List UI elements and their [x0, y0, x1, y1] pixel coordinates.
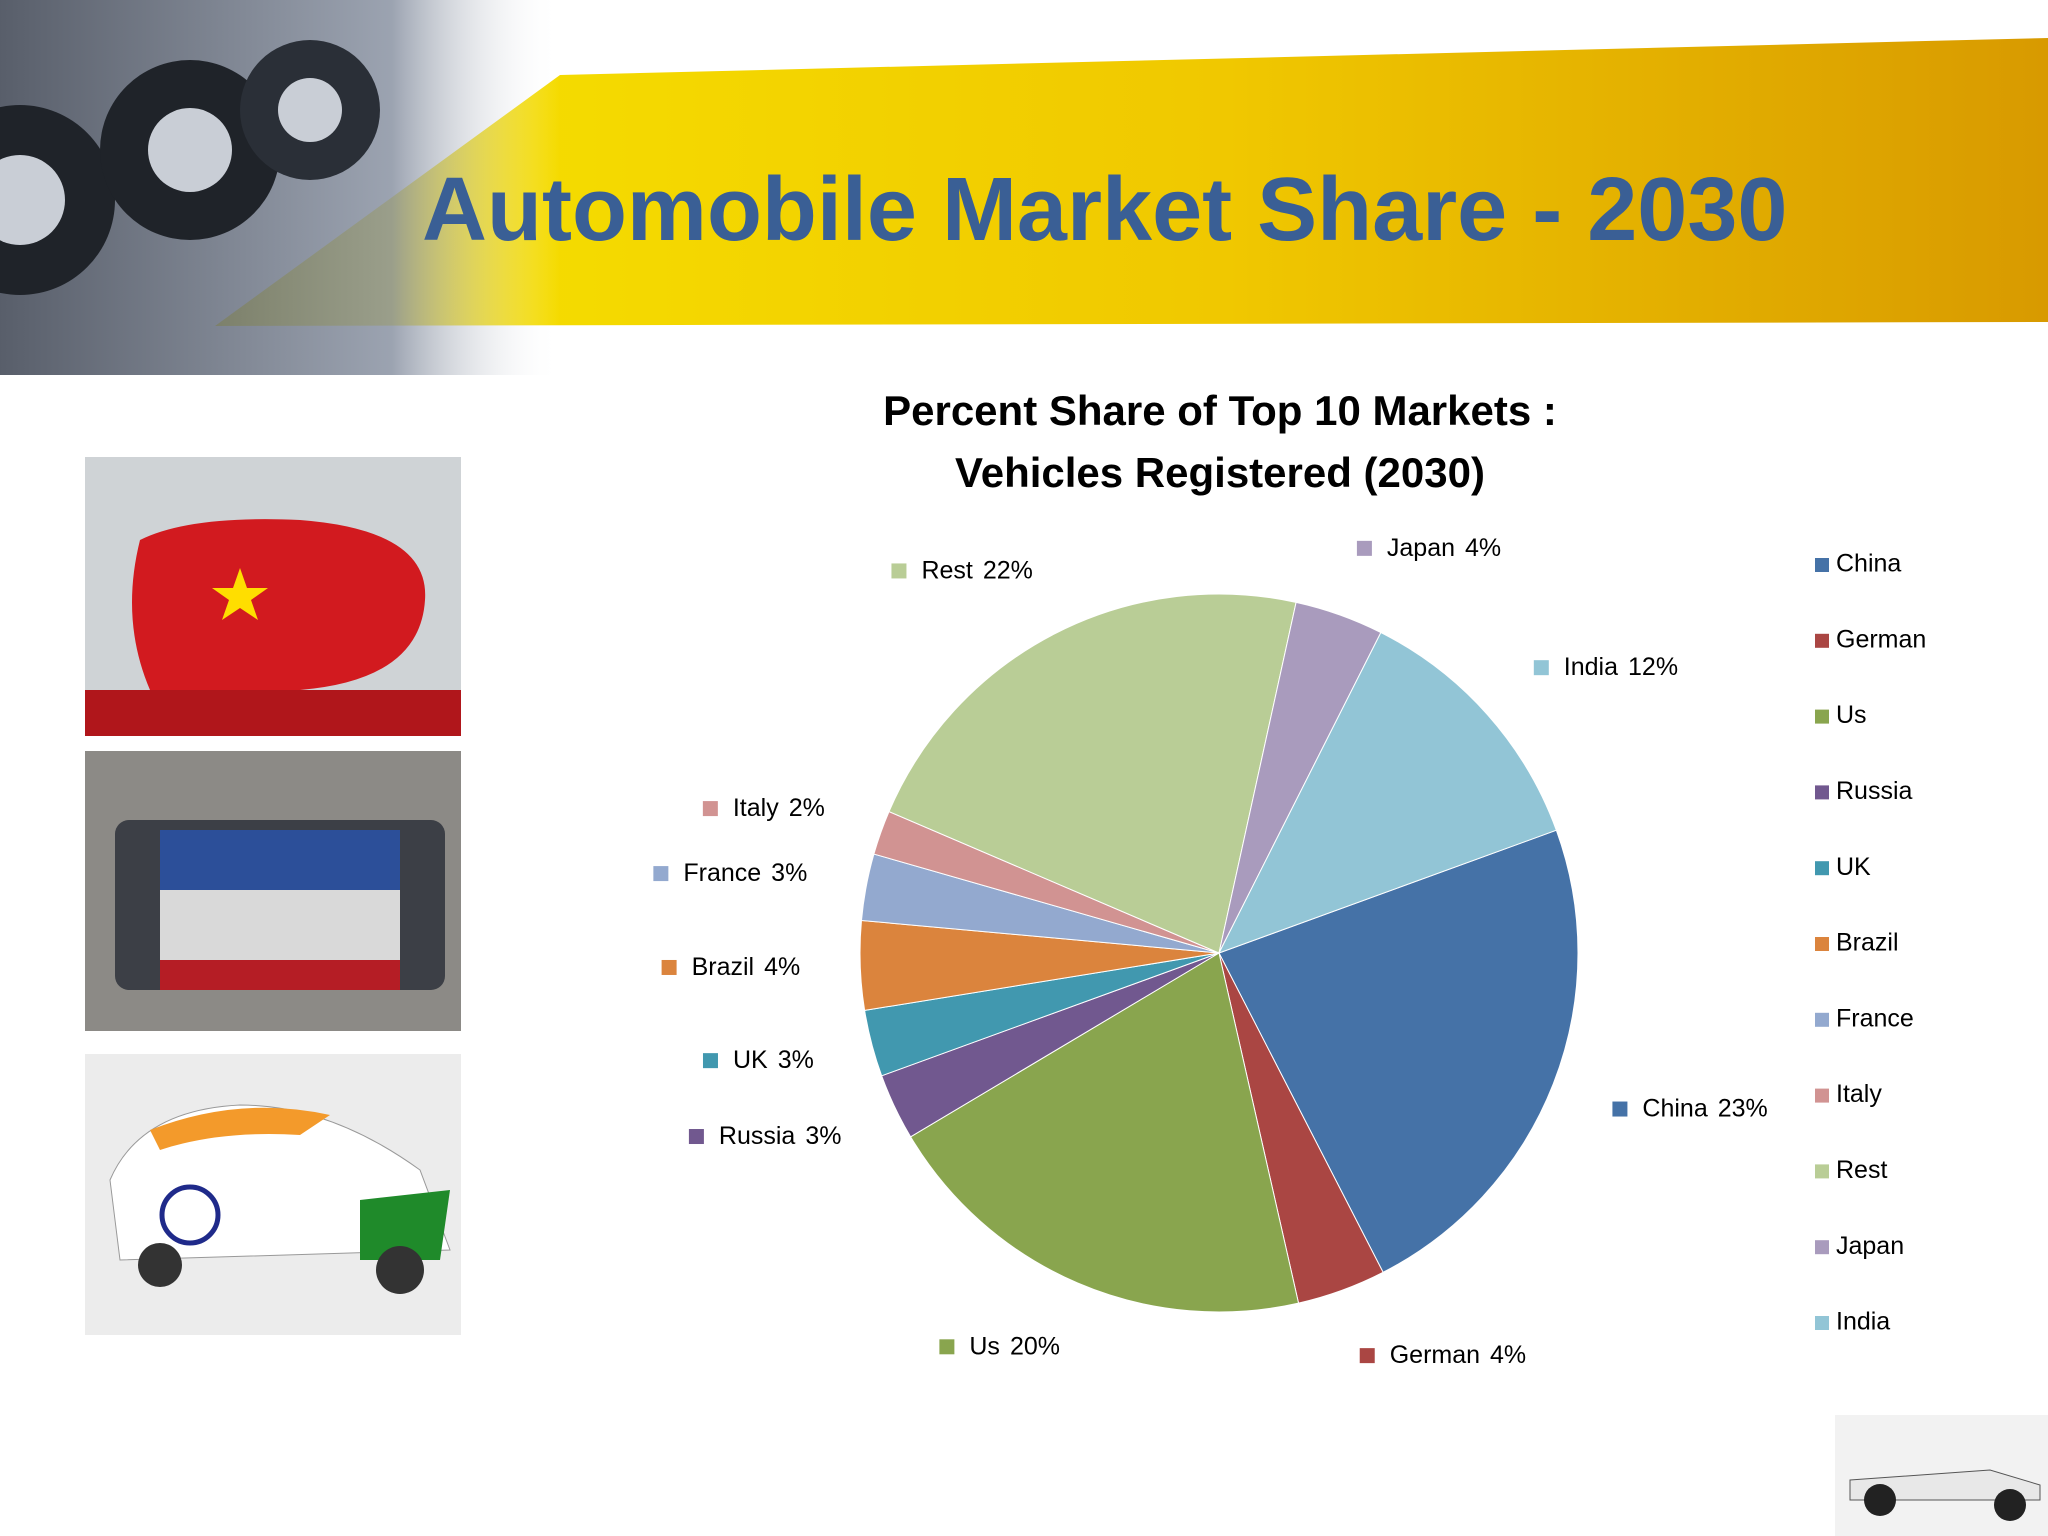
data-label-text: Japan 4%: [1387, 533, 1501, 561]
pie-slice: [1217, 631, 1557, 954]
legend-label: Rest: [1836, 1156, 1887, 1184]
legend-label: UK: [1836, 853, 1871, 881]
data-label-value: 4%: [1465, 533, 1501, 561]
data-label: Brazil 4%: [661, 953, 801, 981]
data-label-category: France: [683, 859, 761, 887]
data-label-text: China 23%: [1642, 1094, 1767, 1122]
data-label-value: 2%: [789, 794, 825, 822]
data-label: Us 20%: [939, 1332, 1060, 1360]
data-label-key: [1359, 1348, 1375, 1364]
data-label-text: Russia 3%: [719, 1122, 842, 1150]
data-label-text: Brazil 4%: [692, 953, 801, 981]
data-label: India 12%: [1533, 653, 1678, 681]
data-label-value: 23%: [1718, 1094, 1768, 1122]
data-label-category: Rest: [921, 556, 972, 584]
data-label-text: France 3%: [683, 859, 807, 887]
data-label-category: UK: [733, 1046, 768, 1074]
data-label: China 23%: [1612, 1094, 1768, 1122]
data-label: UK 3%: [702, 1046, 814, 1074]
data-label-value: 3%: [778, 1046, 814, 1074]
legend-key: [1815, 709, 1829, 724]
slide-title: Automobile Market Share - 2030: [422, 160, 1787, 260]
data-label-category: Russia: [719, 1122, 796, 1150]
legend-key: [1815, 937, 1829, 951]
legend-key: [1815, 1012, 1829, 1027]
china-photo: [85, 457, 461, 736]
data-label-key: [891, 563, 907, 579]
legend-label: France: [1836, 1004, 1914, 1032]
legend-key: [1815, 633, 1829, 648]
data-label: Russia 3%: [688, 1122, 842, 1150]
legend-key: [1815, 861, 1829, 876]
data-label-key: [1612, 1101, 1628, 1117]
data-label: German 4%: [1359, 1341, 1526, 1369]
legend-label: Italy: [1836, 1080, 1882, 1108]
data-label-text: German 4%: [1390, 1341, 1526, 1369]
data-label-text: Us 20%: [969, 1332, 1060, 1360]
legend-label: China: [1836, 550, 1901, 578]
data-label: Italy 2%: [702, 794, 825, 822]
usa-photo: [85, 751, 461, 1031]
legend-key: [1815, 558, 1829, 572]
legend-label: Brazil: [1836, 929, 1899, 957]
data-label-value: 22%: [983, 556, 1033, 584]
legend-label: Japan: [1836, 1232, 1904, 1260]
data-label-value: 20%: [1010, 1332, 1060, 1360]
pie-slice: [1218, 829, 1579, 1273]
legend-key: [1815, 785, 1829, 800]
data-label-key: [661, 959, 677, 975]
data-label-category: China: [1642, 1094, 1707, 1122]
data-label-text: Rest 22%: [921, 556, 1032, 584]
truck-photo: [0, 0, 560, 375]
legend-key: [1815, 1316, 1829, 1330]
data-label: Rest 22%: [891, 556, 1033, 584]
data-label-value: 3%: [805, 1122, 841, 1150]
data-label-text: Italy 2%: [733, 794, 825, 822]
legend-key: [1815, 1164, 1829, 1179]
header-band: [215, 38, 2048, 326]
data-label-key: [939, 1339, 955, 1355]
legend-label: Russia: [1836, 777, 1913, 805]
legend-label: German: [1836, 625, 1926, 653]
data-label-key: [1533, 660, 1549, 676]
data-label-category: Brazil: [692, 953, 755, 981]
data-label-category: Us: [969, 1332, 1000, 1360]
data-label-value: 12%: [1628, 653, 1678, 681]
data-label: Japan 4%: [1356, 533, 1501, 561]
india-photo: [85, 1054, 461, 1335]
chart-title-box: Percent Share of Top 10 Markets : Vehicl…: [883, 387, 1557, 496]
data-label-key: [702, 1053, 718, 1069]
legend-label: Us: [1836, 701, 1867, 729]
f1-photo: [1835, 1415, 2048, 1536]
data-label-text: UK 3%: [733, 1046, 814, 1074]
data-label-value: 4%: [1490, 1341, 1526, 1369]
data-label-key: [653, 866, 669, 882]
pie-slice: [909, 952, 1300, 1313]
data-label-key: [702, 801, 718, 817]
data-label-category: German: [1390, 1341, 1480, 1369]
legend-key: [1815, 1088, 1829, 1103]
legend-label: India: [1836, 1308, 1890, 1336]
data-label-category: Japan: [1387, 533, 1455, 561]
data-label-value: 4%: [764, 953, 800, 981]
pie-chart: China 23% German 4% Us 20% Russia 3% UK 3% Brazil 4…: [653, 533, 1926, 1369]
data-label-key: [1356, 540, 1372, 556]
data-label-category: Italy: [733, 794, 779, 822]
data-label-category: India: [1564, 653, 1618, 681]
chart-title: Percent Share of Top 10 Markets : Vehicl…: [883, 387, 1557, 496]
pie-slice: [888, 593, 1297, 954]
data-label-text: India 12%: [1564, 653, 1678, 681]
legend-key: [1815, 1240, 1829, 1255]
data-label: France 3%: [653, 859, 807, 887]
data-label-value: 3%: [771, 859, 807, 887]
data-label-key: [688, 1129, 704, 1145]
